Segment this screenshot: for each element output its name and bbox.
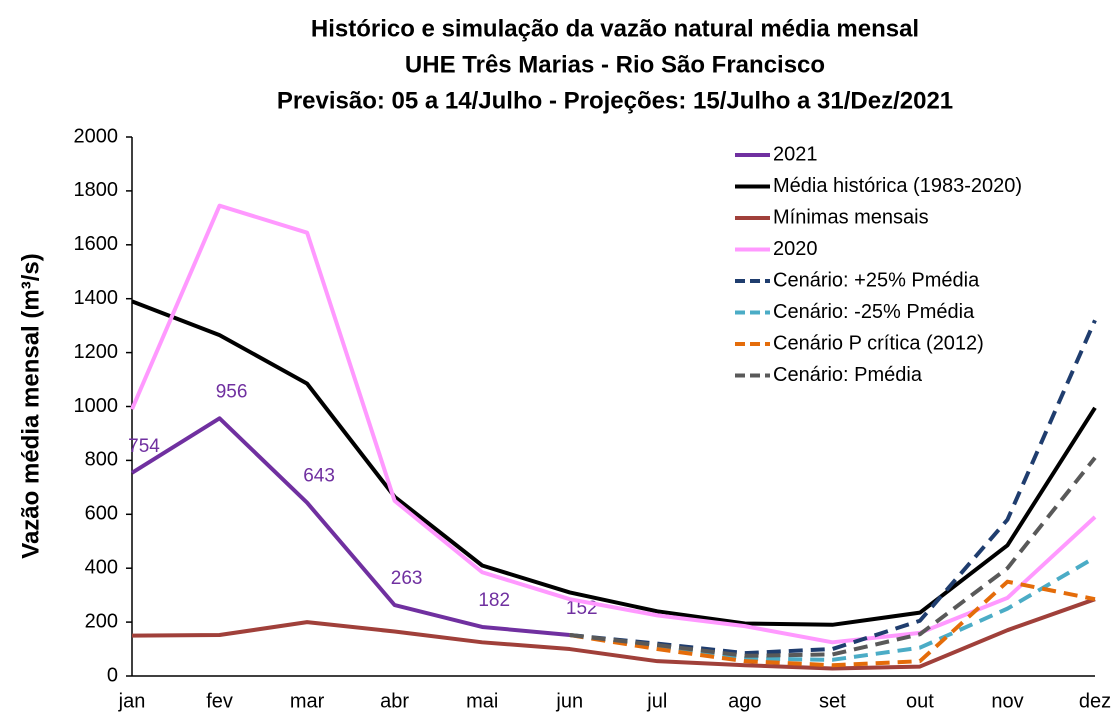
legend-label: Cenário: Pmédia [773,364,923,386]
legend-label: Média histórica (1983-2020) [773,175,1022,197]
x-tick-label: mar [290,690,325,712]
series-line [569,456,1097,658]
x-tick-label: out [906,690,934,712]
x-tick-label: jul [646,690,667,712]
x-tick-label: fev [206,690,233,712]
legend-label: 2020 [773,238,818,260]
legend-label: Cenário P crítica (2012) [773,332,984,354]
y-tick-label: 1600 [74,233,119,255]
data-label: 263 [391,568,423,589]
data-label: 956 [216,381,248,402]
y-tick-label: 1200 [74,341,119,363]
series-line [130,203,1097,645]
data-label: 182 [478,590,510,611]
y-tick-label: 1400 [74,287,119,309]
series-line [569,579,1096,668]
legend-label: Mínimas mensais [773,206,929,228]
y-tick-label: 1000 [74,395,119,417]
x-tick-label: jun [555,690,583,712]
y-tick-label: 1800 [74,179,119,201]
chart-title: UHE Três Marias - Rio São Francisco [405,51,825,78]
chart-title: Previsão: 05 a 14/Julho - Projeções: 15/… [277,87,953,114]
data-label: 643 [303,466,335,487]
legend-label: Cenário: +25% Pmédia [773,269,980,291]
x-tick-label: mai [466,690,498,712]
y-tick-label: 2000 [74,125,119,147]
y-tick-label: 400 [85,556,118,578]
y-axis-label: Vazão média mensal (m³/s) [17,253,44,558]
series-line [130,416,570,638]
series-line [131,597,1096,671]
y-tick-label: 800 [85,449,118,471]
y-tick-label: 0 [107,664,118,686]
x-tick-label: jan [118,690,146,712]
x-tick-label: ago [728,690,761,712]
legend-label: 2021 [773,143,818,165]
data-label: 754 [128,436,160,457]
x-tick-label: nov [991,690,1023,712]
legend-label: Cenário: -25% Pmédia [773,301,975,323]
x-tick-label: dez [1079,690,1111,712]
series-line [569,319,1097,656]
x-tick-label: abr [380,690,409,712]
x-tick-label: set [819,690,846,712]
chart-title: Histórico e simulação da vazão natural m… [311,15,919,42]
y-tick-label: 600 [85,503,118,525]
y-tick-label: 200 [85,610,118,632]
